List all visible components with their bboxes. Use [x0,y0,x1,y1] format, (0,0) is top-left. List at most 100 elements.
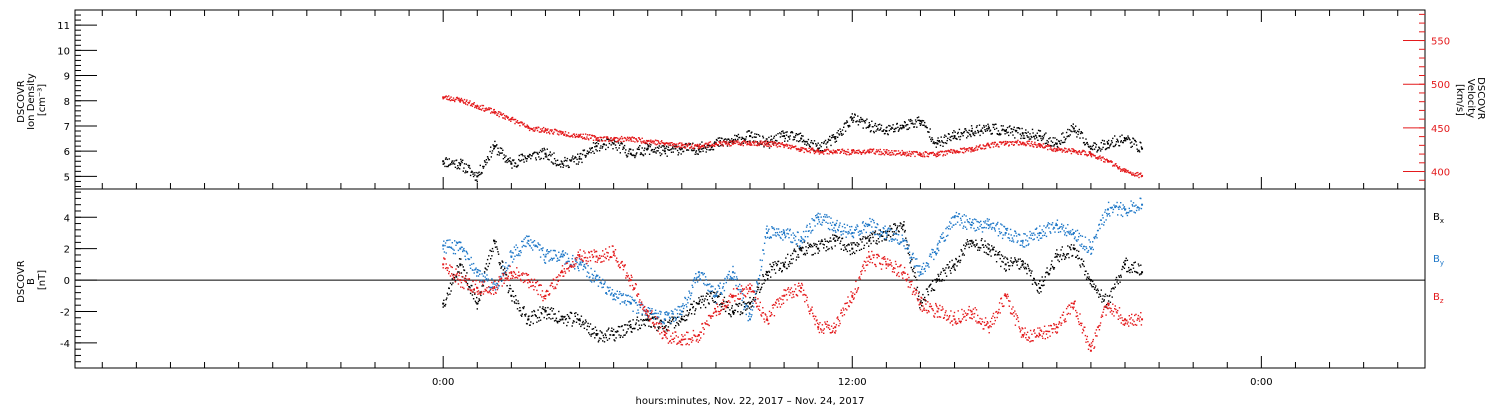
bx-point [1089,279,1092,282]
bx-point [663,326,666,329]
bx-point [459,263,462,266]
velocity-point [493,111,496,114]
bottom-series-group [442,197,1144,352]
by-point [578,263,581,266]
by-point [1141,203,1144,206]
bz-point [851,294,854,297]
by-point [680,310,683,313]
by-point [851,231,854,234]
top-right-axis: 400 450 500 550 [1403,13,1450,181]
bz-point [510,271,513,274]
by-point [459,247,462,250]
bx-point [1141,271,1144,274]
density-axis-tick-label: 5 [64,172,70,183]
bx-point [442,302,445,305]
bx-point [646,318,649,321]
bz-point [612,250,615,253]
by-point [1038,231,1041,234]
bz-point [731,294,734,297]
bx-point [561,318,564,321]
by-point [970,224,973,227]
bx-point [851,247,854,250]
ion-density-point [851,117,854,120]
by-point [1004,231,1007,234]
bx-point [731,310,734,313]
bz-point [578,255,581,258]
by-point [766,231,769,234]
top-panel-frame [74,9,1426,190]
x-tick-label: 12:00 [838,377,867,388]
bx-point [868,239,871,242]
density-axis-tick-label: 8 [64,97,70,108]
velocity-point [953,150,956,153]
ion-density-point [902,124,905,127]
ion-density-point [578,157,581,160]
velocity-point [1089,153,1092,156]
bz-point [1141,318,1144,321]
legend-entry-bx: Bx [1433,212,1444,225]
by-point [885,231,888,234]
ion-density-point [868,124,871,127]
ion-density-point [544,152,547,155]
bz-point [800,286,803,289]
x-axis: 0:00 12:00 0:00 [101,10,1399,388]
by-point [749,318,751,321]
bx-point [629,326,632,329]
b-axis-tick-label: -2 [60,307,70,318]
density-axis-tick-label: 10 [57,46,70,57]
velocity-point [442,96,445,99]
by-point [663,318,666,321]
ion-density-point [817,147,820,150]
velocity-point [1038,144,1041,147]
bz-point [646,310,649,313]
by-point [544,255,547,258]
bottom-left-axis-title: DSCOVR B [nT] [16,257,48,303]
x-tick-label: 0:00 [432,377,454,388]
velocity-axis-tick-label: 450 [1431,124,1450,135]
bz-point [1072,302,1075,305]
ion-density-point [663,150,666,153]
ion-density-point [919,119,922,122]
by-point [1021,239,1024,242]
top-left-axis-title: DSCOVR Ion Density [cm⁻³] [16,70,48,130]
legend-entry-bz: Bz [1433,292,1444,305]
legend: Bx By Bz [1433,212,1444,305]
density-axis-tick-label: 7 [64,122,70,133]
bz-point [919,302,922,305]
ion-density-point [493,145,496,148]
bx-point [783,263,786,266]
ion-density-point [1106,142,1109,145]
ion-density-point [987,127,990,130]
velocity-axis-tick-label: 500 [1431,80,1450,91]
b-axis-tick-label: 2 [64,245,70,256]
bx-point [834,239,837,242]
velocity-trace [442,95,1143,179]
by-point [442,244,445,247]
by-point [783,231,786,234]
bz-point [663,334,666,337]
bz-point [680,338,683,341]
ion-density-point [1124,137,1126,140]
velocity-axis-tick-label: 550 [1431,37,1450,48]
bx-trace [442,221,1143,343]
by-trace [442,197,1143,325]
bx-point [578,318,581,321]
ion-density-point [646,147,649,150]
by-point [953,216,956,219]
ion-density-point [834,137,837,140]
bz-point [1055,326,1058,329]
velocity-axis-tick-label: 400 [1431,168,1450,179]
velocity-point [459,98,462,101]
bz-point [1124,318,1126,321]
b-axis-tick-label: 4 [64,213,70,224]
velocity-point [868,150,871,153]
x-tick-label: 0:00 [1250,377,1272,388]
bz-point [749,286,751,289]
bz-trace [442,245,1143,350]
velocity-point [919,153,922,156]
top-series-group [442,95,1144,183]
ion-density-point [1141,147,1144,150]
by-point [731,271,734,274]
bottom-left-axis: -4 -2 0 2 4 [60,191,97,363]
